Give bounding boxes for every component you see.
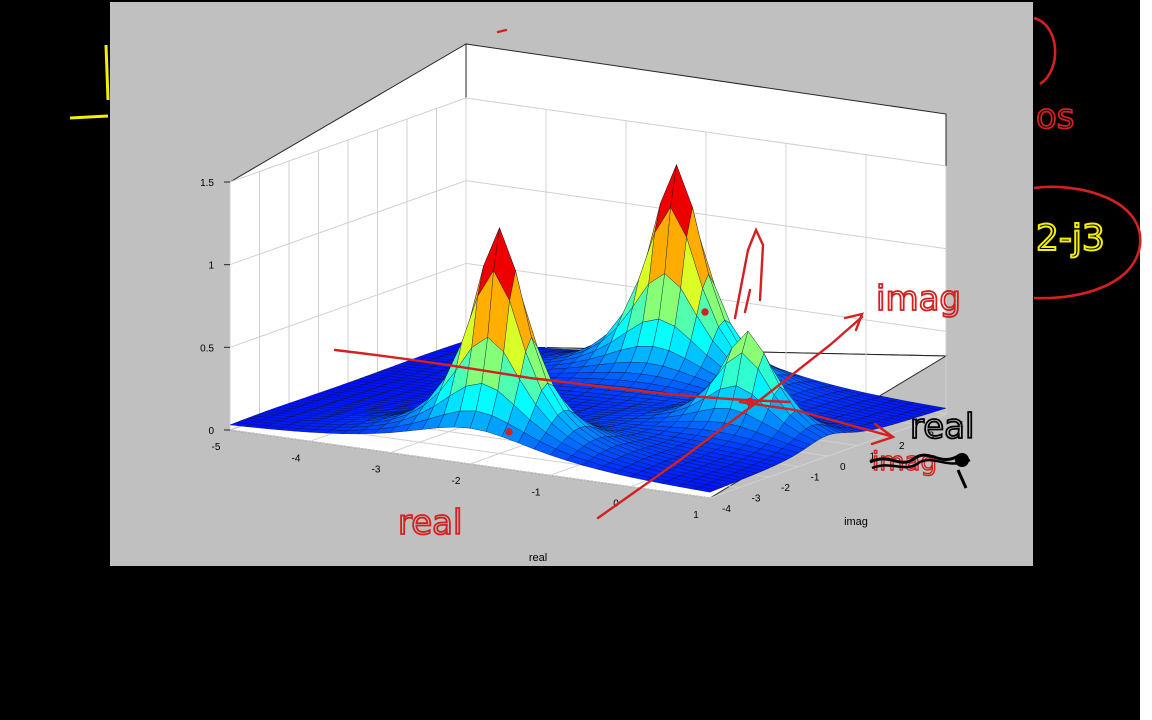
red-pole-marker (733, 226, 765, 320)
annotation-real-right: real (910, 407, 974, 447)
right-edge-strip (1140, 0, 1152, 720)
z-tick-label: 1 (208, 261, 214, 272)
x-tick-label: -3 (372, 465, 381, 476)
y-tick-label: 1 (870, 452, 876, 463)
x-tick-label: 1 (693, 510, 699, 521)
surface-plot (229, 164, 947, 493)
annotation-scribble: imag (869, 446, 971, 489)
z-tick-label: 0.5 (200, 343, 214, 354)
y-tick-label: 4 (958, 420, 964, 431)
z-tick-label: 0 (208, 426, 214, 437)
red-real-arrow-head (870, 422, 896, 446)
y-tick-label: 0 (840, 462, 846, 473)
grid-line-z (229, 180, 947, 266)
x-tick-label: -2 (452, 476, 461, 487)
y-tick-label: -4 (722, 504, 731, 515)
grid-line-z (229, 97, 947, 183)
x-tick-label: -1 (532, 487, 541, 498)
right-edge-pole: 2-j3 (1036, 218, 1105, 259)
annotation-imag: imag (876, 279, 961, 319)
y-tick-label: -3 (752, 494, 761, 505)
yellow-fragment-left (69, 44, 110, 120)
y-tick-label: -2 (781, 483, 790, 494)
red-dot-2 (701, 308, 709, 316)
grid-line-z (229, 262, 947, 348)
annotation-real-bottom: real (398, 503, 462, 543)
right-edge-fragments: os 2-j3 (1033, 16, 1142, 300)
red-horizontal-axis-line (333, 348, 792, 404)
x-tick-label: -5 (212, 442, 221, 453)
y-tick-label: -1 (811, 473, 820, 484)
red-dot-3 (745, 397, 755, 407)
x-axis-label: real (529, 552, 547, 564)
y-tick-label: 2 (899, 441, 905, 452)
red-real-arrow-line (738, 400, 892, 438)
surface-patch (693, 486, 717, 493)
y-axis-label: imag (844, 516, 868, 528)
red-imag-arrow-line (596, 315, 864, 520)
x-tick-label: -4 (292, 453, 301, 464)
red-dash-top (496, 28, 508, 34)
y-tick-label: 3 (929, 431, 935, 442)
red-annotations (333, 28, 896, 520)
z-tick-label: 1.5 (200, 178, 214, 189)
red-imag-arrow-head (843, 312, 864, 332)
red-dot-1 (505, 428, 513, 436)
right-edge-os: os (1036, 97, 1075, 137)
